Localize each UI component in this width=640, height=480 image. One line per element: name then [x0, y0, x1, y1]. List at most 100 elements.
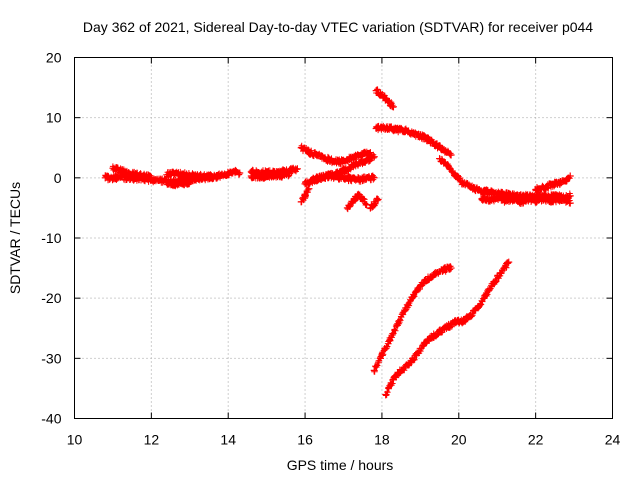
data-point — [401, 306, 409, 314]
data-point — [566, 172, 574, 180]
data-point — [409, 129, 417, 137]
data-series-11 — [343, 190, 371, 213]
data-point — [501, 197, 509, 205]
data-point — [547, 197, 555, 205]
x-tick-label: 10 — [67, 432, 83, 448]
data-point — [539, 183, 547, 191]
data-point — [562, 177, 570, 185]
data-point — [562, 197, 570, 205]
data-point — [370, 200, 378, 208]
data-point — [170, 170, 178, 178]
data-point — [466, 183, 474, 191]
data-point — [193, 172, 201, 180]
data-point — [447, 264, 455, 272]
data-point — [384, 97, 392, 105]
x-tick-label: 16 — [297, 432, 313, 448]
data-point — [413, 351, 421, 359]
data-point — [397, 366, 405, 374]
x-tick-label: 24 — [605, 432, 621, 448]
data-point — [117, 167, 125, 175]
data-point — [532, 197, 540, 205]
data-point — [489, 189, 497, 197]
data-point — [305, 148, 313, 156]
data-point — [343, 156, 351, 164]
data-point — [124, 169, 132, 177]
data-point — [378, 351, 386, 359]
data-series-2 — [109, 163, 155, 182]
data-point — [493, 194, 501, 202]
data-point — [372, 124, 380, 132]
data-point — [363, 174, 371, 182]
data-point — [109, 164, 117, 172]
data-point — [117, 173, 125, 181]
x-tick-label: 12 — [144, 432, 160, 448]
data-point — [217, 171, 225, 179]
data-point — [363, 156, 371, 164]
data-point — [447, 151, 455, 159]
data-point — [309, 176, 317, 184]
data-point — [424, 135, 432, 143]
x-tick-label: 14 — [220, 432, 236, 448]
data-point — [539, 195, 547, 203]
data-point — [186, 178, 194, 186]
data-point — [340, 174, 347, 182]
data-point — [351, 153, 359, 161]
data-point — [555, 195, 563, 203]
data-point — [140, 172, 148, 180]
data-point — [340, 167, 347, 175]
y-tick-label: -20 — [41, 290, 61, 306]
tick-labels: 10 12 14 16 18 20 22 24 20 10 0 -10 -20 -30 -40 — [41, 50, 620, 448]
data-point — [343, 204, 351, 212]
data-series-18 — [370, 263, 455, 375]
data-point — [405, 360, 413, 368]
data-point — [486, 196, 494, 204]
data-point — [209, 173, 217, 181]
data-point — [432, 270, 440, 278]
data-series-19 — [382, 258, 513, 399]
data-point — [293, 165, 301, 173]
data-point — [236, 169, 244, 177]
y-tick-label: 0 — [54, 170, 62, 186]
x-axis-label: GPS time / hours — [287, 457, 394, 473]
data-point — [355, 159, 363, 167]
data-point — [351, 194, 359, 202]
data-point — [389, 103, 397, 111]
y-tick-label: -10 — [41, 230, 61, 246]
data-point — [370, 366, 378, 374]
data-point — [201, 173, 209, 181]
data-point — [328, 157, 336, 165]
data-point — [524, 196, 532, 204]
data-point — [509, 195, 517, 203]
data-point — [101, 174, 109, 182]
data-point — [155, 176, 163, 184]
data-point — [178, 170, 186, 178]
data-point — [286, 170, 294, 178]
data-point — [324, 172, 332, 180]
data-point — [301, 180, 309, 188]
data-point — [474, 186, 482, 194]
data-series-14 — [372, 122, 455, 159]
data-point — [439, 146, 447, 154]
data-point — [547, 181, 555, 189]
data-point — [347, 199, 355, 207]
data-series-4 — [163, 178, 194, 190]
data-point — [459, 179, 467, 187]
data-series-10 — [309, 170, 378, 185]
data-point — [247, 172, 255, 180]
data-point — [505, 258, 513, 266]
data-point — [297, 198, 305, 206]
data-point — [389, 375, 397, 383]
data-point — [163, 171, 171, 179]
data-point — [482, 291, 490, 299]
plot-frame — [74, 57, 613, 419]
data-point — [224, 169, 232, 177]
data-series-6 — [247, 168, 294, 182]
data-point — [316, 174, 324, 182]
data-point — [436, 155, 444, 163]
data-point — [109, 174, 117, 182]
data-point — [416, 132, 424, 140]
x-tick-label: 22 — [528, 432, 544, 448]
data-point — [347, 175, 355, 183]
data-point — [370, 153, 378, 161]
